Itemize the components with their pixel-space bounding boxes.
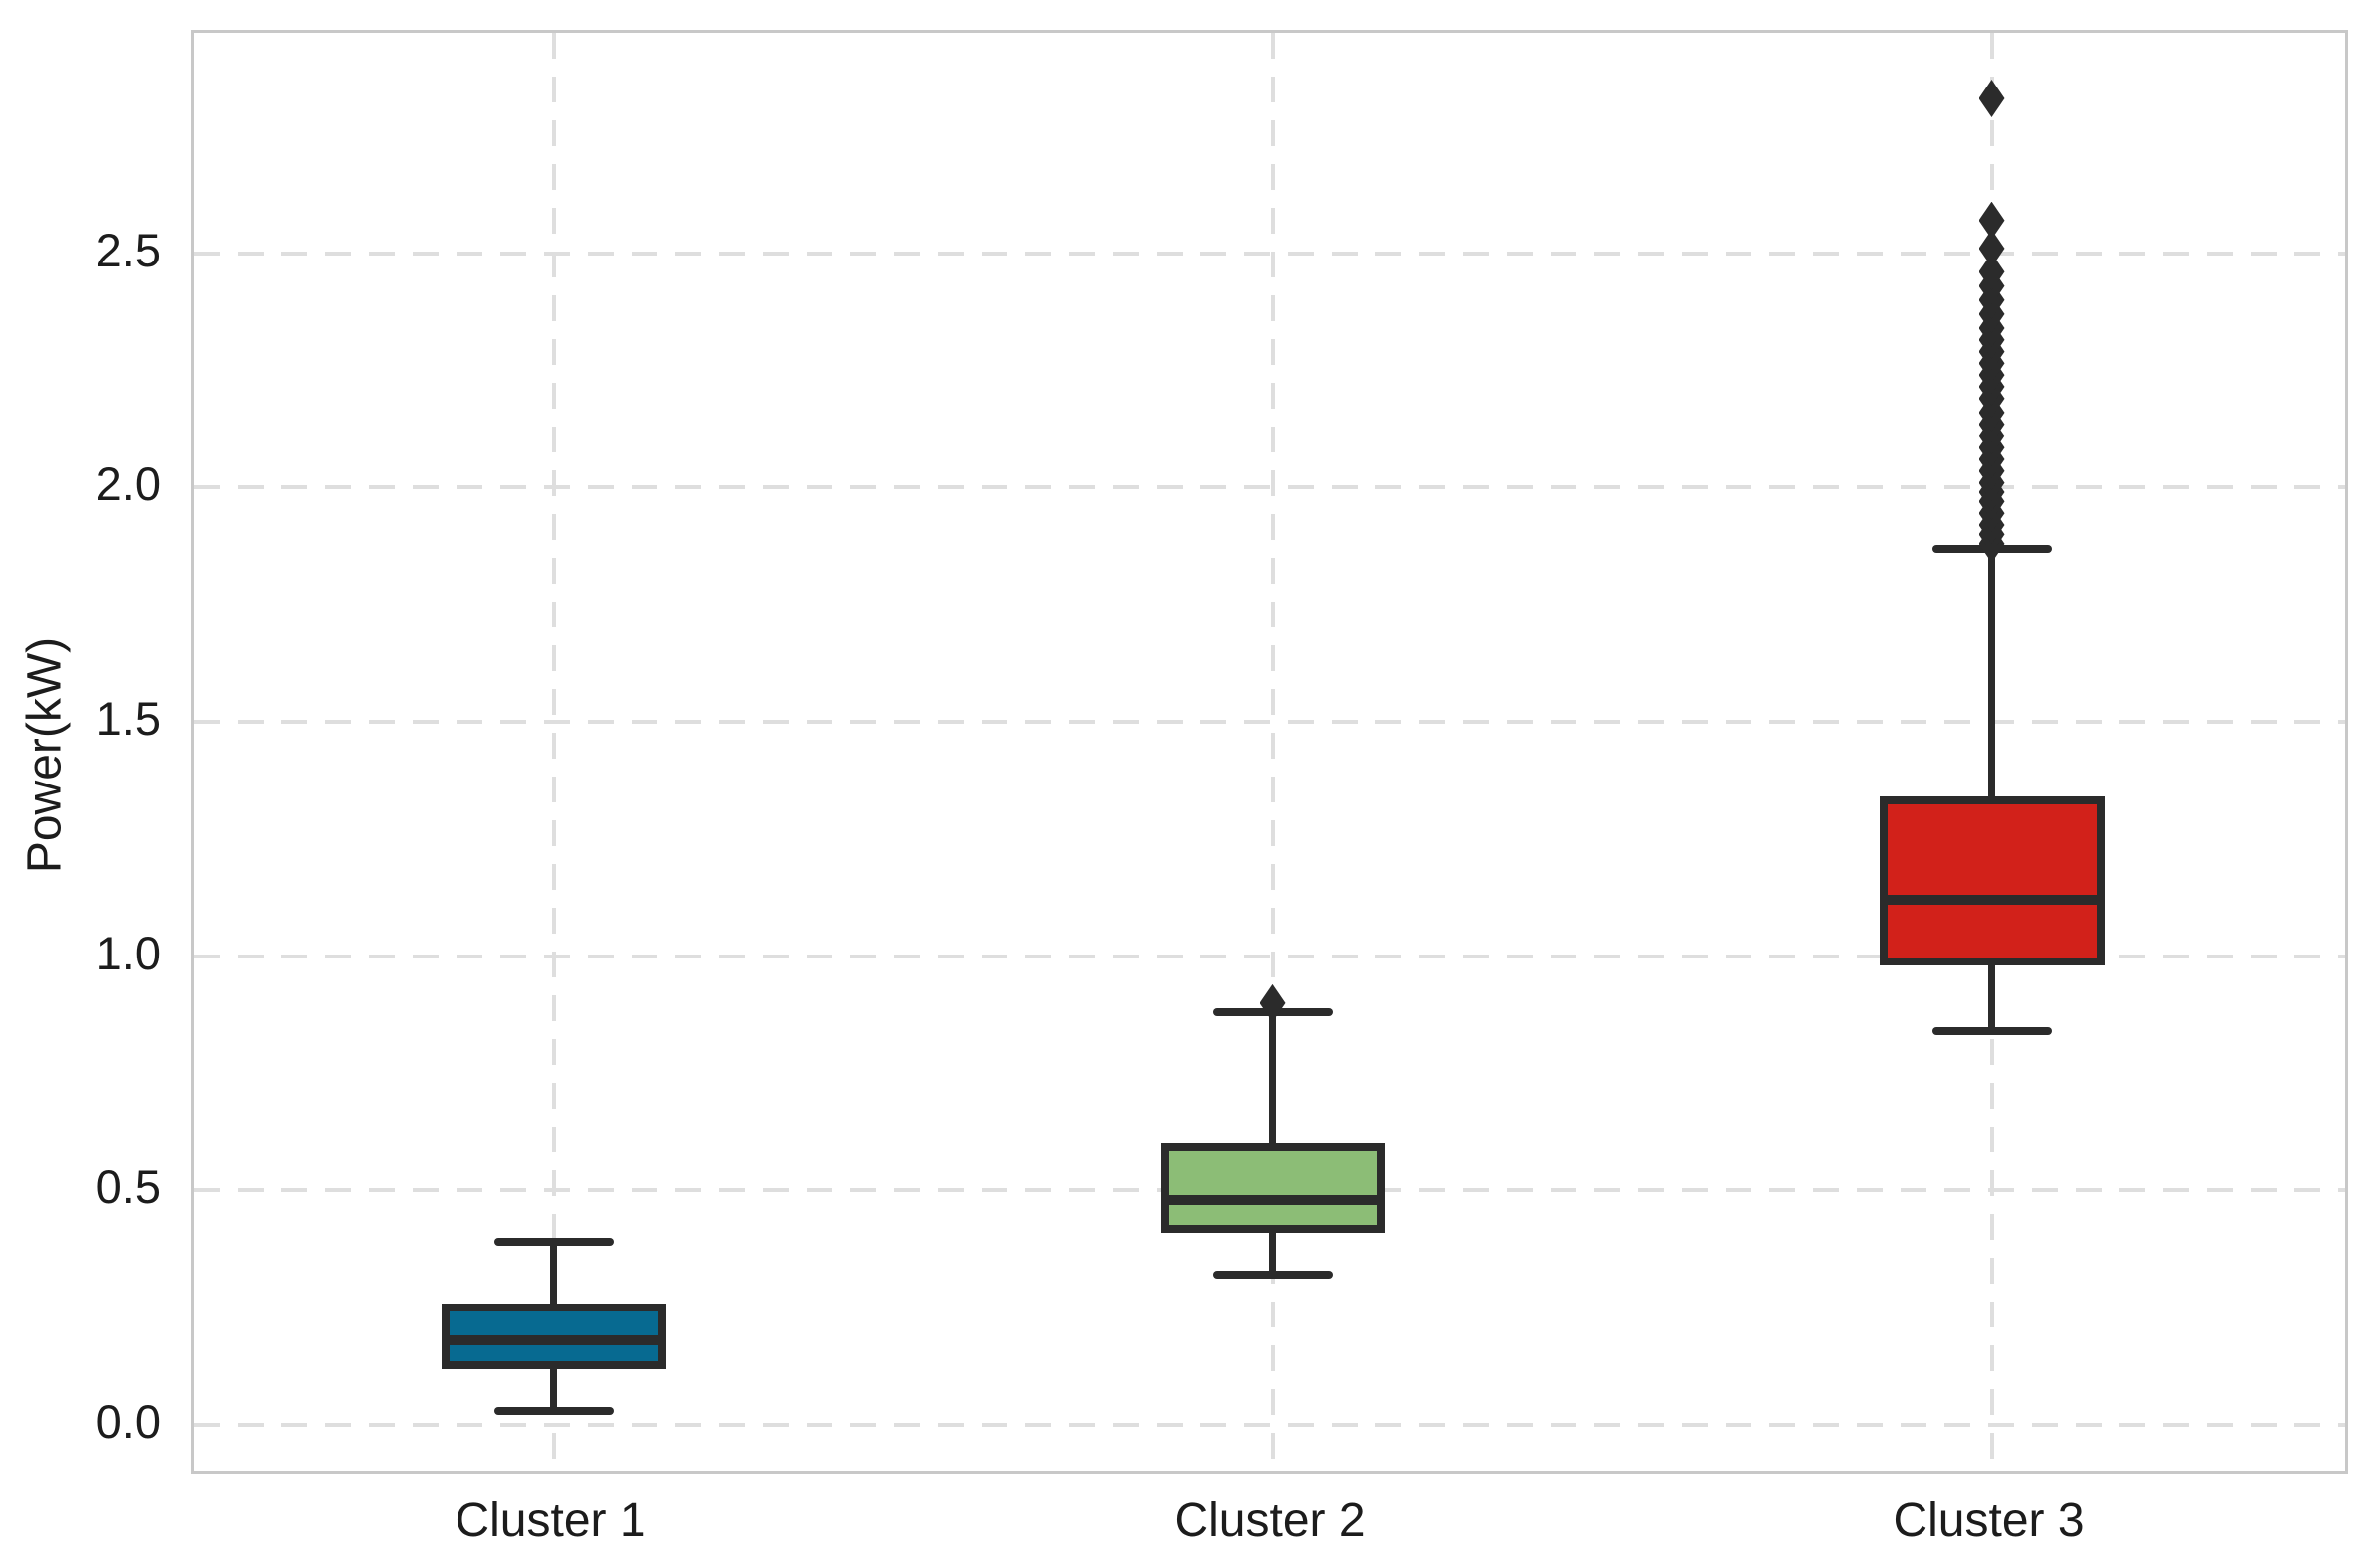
lower-whisker [1988,965,1995,1032]
outlier-diamond [1978,201,2005,240]
outlier-diamond [1978,80,2005,117]
upper-whisker [1269,1012,1276,1144]
plot-area [191,30,2348,1474]
h-gridline [194,720,2345,724]
lower-whisker-cap [493,1407,614,1415]
y-tick-label: 0.0 [95,1395,161,1449]
h-gridline [194,1423,2345,1428]
h-gridline [194,485,2345,490]
median-line [449,1335,658,1346]
iqr-box [1879,796,2105,966]
h-gridline [194,954,2345,958]
y-axis-label: Power(kW) [18,636,72,874]
median-line [1168,1194,1377,1205]
upper-whisker [1988,548,1995,797]
y-tick-label: 1.0 [95,926,161,979]
v-gridline [551,33,556,1471]
y-tick-label: 2.0 [95,457,161,511]
lower-whisker-cap [1931,1027,2052,1036]
lower-whisker [1269,1232,1276,1276]
lower-whisker [550,1368,557,1411]
y-tick-label: 0.5 [95,1160,161,1214]
v-gridline [1270,33,1275,1471]
y-tick-label: 2.5 [95,223,161,276]
outlier-diamond [1259,983,1286,1022]
x-tick-label: Cluster 3 [1893,1494,2085,1547]
x-tick-label: Cluster 1 [455,1494,646,1547]
lower-whisker-cap [1212,1271,1333,1280]
upper-whisker-cap [493,1238,614,1247]
iqr-box [1160,1143,1385,1233]
y-tick-label: 1.5 [95,692,161,745]
median-line [1887,895,2097,906]
h-gridline [194,251,2345,256]
x-tick-label: Cluster 2 [1174,1494,1366,1547]
upper-whisker [550,1242,557,1304]
